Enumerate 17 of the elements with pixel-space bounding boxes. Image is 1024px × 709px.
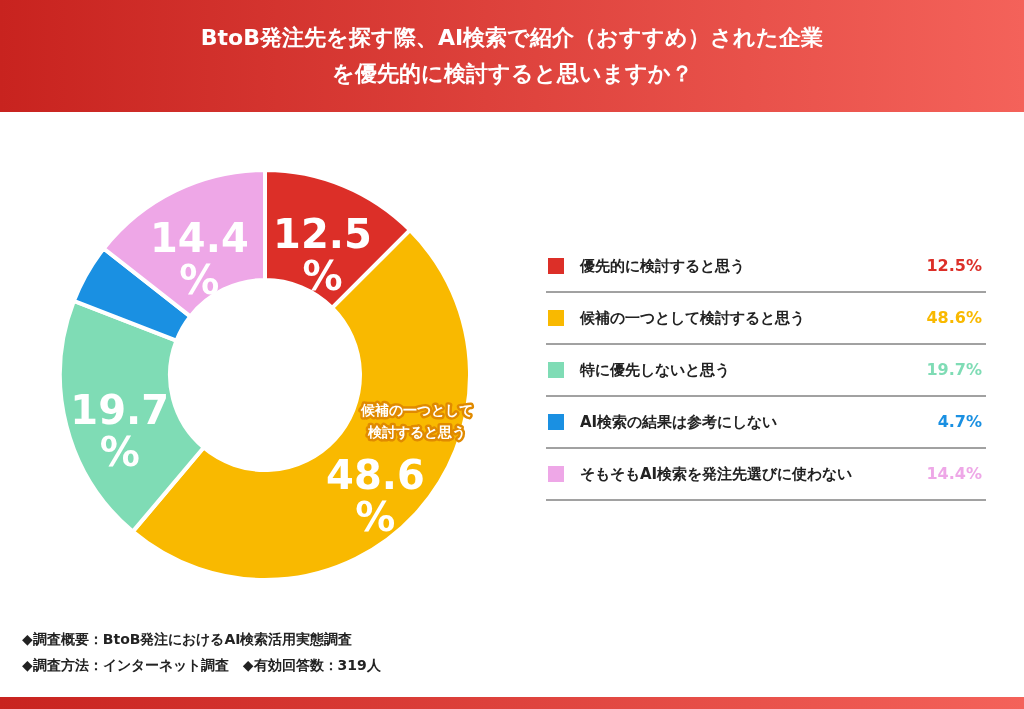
data-label: 19.7 % [70, 387, 170, 476]
text: 14.4% [926, 464, 982, 483]
legend-label: AI検索の結果は参考にしない [580, 413, 778, 431]
legend-label: 候補の一つとして検討すると思う [579, 309, 805, 327]
text: ◆調査概要：BtoB発注におけるAI検索活用実態調査 [22, 630, 354, 649]
data-label: 4.7% [937, 412, 982, 431]
legend-label: 特に優先しないと思う [579, 361, 730, 379]
legend-label: そもそもAI検索を発注先選びに使わない [580, 465, 853, 483]
data-label: 14.4 % [150, 215, 249, 304]
data-label: 48.6 % [326, 451, 425, 540]
text: 19.7% [926, 360, 982, 379]
text: ◆調査方法：インターネット調査 ◆有効回答数：319人 [22, 656, 381, 675]
text: 12.5% [926, 256, 982, 275]
data-label: 12.5 % [273, 211, 372, 300]
chart-title: BtoB発注先を探す際、AI検索で紹介（おすすめ）された企業を優先的に検討すると思いますか？ [199, 24, 825, 88]
legend-label: 優先的に検討すると思う [579, 257, 745, 275]
text: 48.6% [926, 308, 982, 327]
